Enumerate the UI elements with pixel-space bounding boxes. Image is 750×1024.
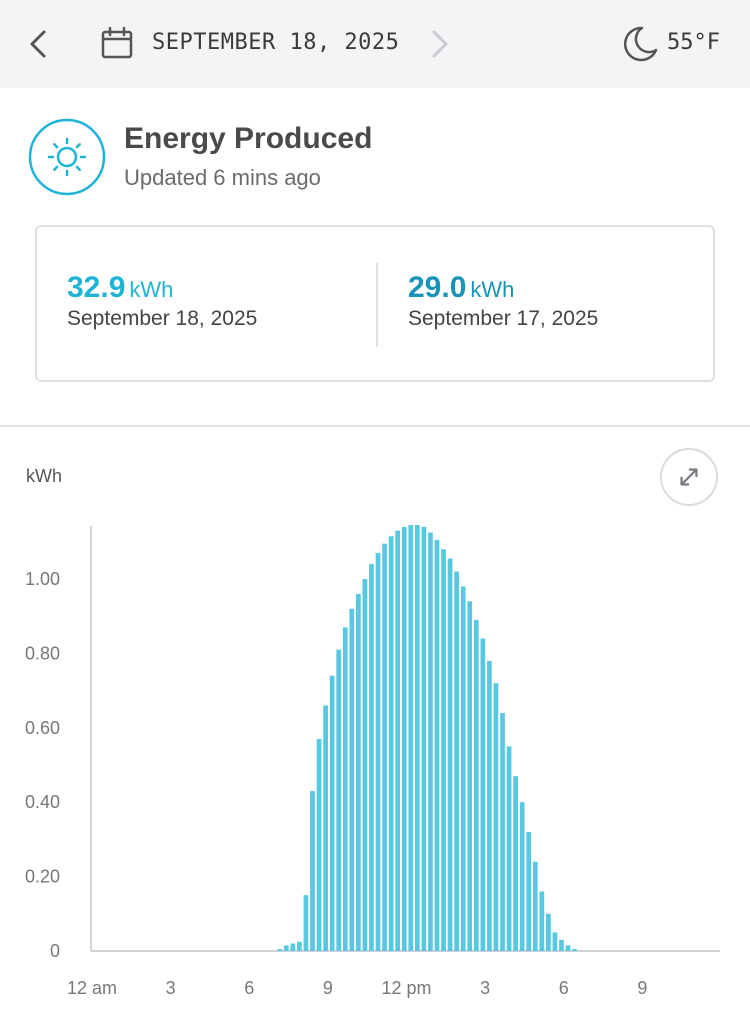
chart-bar [310,791,315,951]
x-tick-label: 6 [559,978,569,998]
previous-date: September 17, 2025 [408,307,599,330]
chart-bar [539,891,545,951]
chart-bar [395,530,401,951]
chart-bar [414,525,420,951]
updated-text: Updated 6 mins ago [124,165,321,190]
chart-bar [356,593,361,951]
chart-bar [342,627,348,951]
previous-stat: 29.0 kWh September 17, 2025 [408,271,598,331]
chart-bar [467,601,473,951]
x-tick-label: 6 [244,978,254,998]
chart-bar [487,660,492,951]
chart-bar [546,913,551,951]
chart-bar [493,683,499,951]
chart-bar [519,802,525,951]
chart-bar [316,738,322,951]
chart-bar [369,564,374,951]
chart-bar [401,526,407,951]
chart-bar [447,558,453,951]
chart-bar [559,939,564,951]
selected-date[interactable]: SEPTEMBER 18, 2025 [152,30,400,55]
chart-bar [428,532,433,951]
x-tick-label: 3 [480,978,490,998]
x-tick-label: 12 am [67,978,117,998]
section-title: Energy Produced [124,122,373,155]
chevron-left-icon[interactable] [24,26,54,62]
chart-bar [336,649,342,951]
previous-value: 29.0 [408,271,467,304]
sun-icon [28,118,106,196]
chart-bar [532,861,538,951]
energy-summary-card: 32.9 kWh September 18, 2025 29.0 kWh Septe… [35,225,715,382]
x-tick-label: 12 pm [381,978,431,998]
chart-bar [480,638,486,951]
temperature: 55°F [667,30,720,55]
energy-bar-chart: 0 0.20 0.40 0.60 0.80 1.00 12 am 3 6 9 12 pm 3 6 9 [25,525,720,998]
chart-bar [329,675,335,951]
today-unit: kWh [129,277,174,302]
chart-bar [362,579,368,951]
expand-chart-button[interactable] [660,448,718,506]
chart-bar [303,895,309,951]
chart-bar [473,619,479,951]
chart-bar [382,543,387,951]
y-axis-label: kWh [26,466,62,486]
chart-bar [565,945,571,951]
chart-bar [441,549,446,951]
y-tick-label: 1.00 [25,569,60,589]
x-tick-label: 9 [637,978,647,998]
x-tick-label: 9 [323,978,333,998]
chart-bar [500,712,505,951]
chart-bar [297,941,302,951]
y-tick-label: 0.60 [25,718,60,738]
today-stat: 32.9 kWh September 18, 2025 [67,271,257,331]
chart-bar [349,608,355,951]
chart-bar [388,536,394,951]
top-bar: SEPTEMBER 18, 2025 55°F [0,0,750,88]
chart-bar [506,746,512,951]
section-divider [0,425,750,427]
y-tick-label: 0.40 [25,792,60,812]
chart-bar [283,945,289,951]
today-date: September 18, 2025 [67,307,258,330]
moon-icon [623,26,658,62]
chart-bar [290,943,296,951]
x-tick-label: 3 [166,978,176,998]
chart-bar [277,949,283,951]
chart-bar [526,831,532,951]
chart-bar [572,949,577,951]
chart-bar [513,776,518,951]
calendar-icon[interactable] [100,26,134,60]
previous-unit: kWh [470,277,515,302]
chevron-right-icon[interactable] [424,26,454,62]
chart-bar [375,552,381,951]
chart-bar [552,932,558,951]
chart-bar [323,705,328,951]
chart-bar [408,525,414,951]
y-tick-label: 0 [50,941,60,961]
chart-bar [460,586,466,951]
chart-bar [454,571,459,951]
y-tick-label: 0.80 [25,643,60,663]
card-divider [376,263,378,347]
today-value: 32.9 [67,271,126,304]
y-tick-label: 0.20 [25,867,60,887]
chart-bar [434,539,440,951]
chart-bar [421,526,427,951]
